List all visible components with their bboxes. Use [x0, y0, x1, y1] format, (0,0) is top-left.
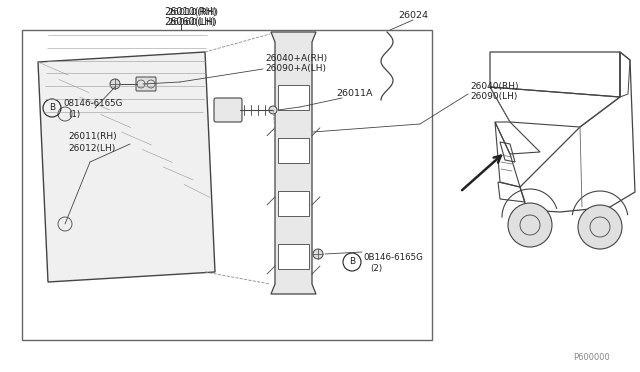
Text: (1): (1) — [68, 110, 80, 119]
Circle shape — [578, 205, 622, 249]
Text: (2): (2) — [370, 264, 382, 273]
Text: 26090(LH): 26090(LH) — [470, 93, 517, 102]
Text: 26040+A(RH): 26040+A(RH) — [265, 54, 327, 62]
Bar — [278, 85, 309, 110]
Text: 26060(LH): 26060(LH) — [167, 17, 217, 26]
Polygon shape — [38, 52, 215, 282]
Text: 0B146-6165G: 0B146-6165G — [363, 253, 423, 263]
Bar — [22, 30, 432, 340]
FancyBboxPatch shape — [214, 98, 242, 122]
Text: 08146-6165G: 08146-6165G — [63, 99, 122, 109]
Text: 26010(RH): 26010(RH) — [164, 7, 216, 17]
FancyBboxPatch shape — [136, 77, 156, 91]
Circle shape — [269, 106, 277, 114]
Text: 26060(LH): 26060(LH) — [164, 17, 215, 27]
Circle shape — [508, 203, 552, 247]
Text: 26011A: 26011A — [336, 90, 372, 99]
Text: 26040(RH): 26040(RH) — [470, 81, 518, 90]
Text: B: B — [49, 103, 55, 112]
Polygon shape — [271, 32, 316, 294]
Circle shape — [110, 79, 120, 89]
Text: P600000: P600000 — [573, 353, 610, 362]
Text: 26011(RH): 26011(RH) — [68, 132, 116, 141]
Bar — [278, 244, 309, 269]
Text: 26010(RH): 26010(RH) — [167, 7, 218, 16]
Text: 26012(LH): 26012(LH) — [68, 144, 115, 153]
Bar — [278, 191, 309, 216]
Circle shape — [313, 249, 323, 259]
Text: B: B — [349, 257, 355, 266]
Text: 26024: 26024 — [398, 12, 428, 20]
Text: 26090+A(LH): 26090+A(LH) — [265, 64, 326, 74]
Bar — [278, 138, 309, 163]
